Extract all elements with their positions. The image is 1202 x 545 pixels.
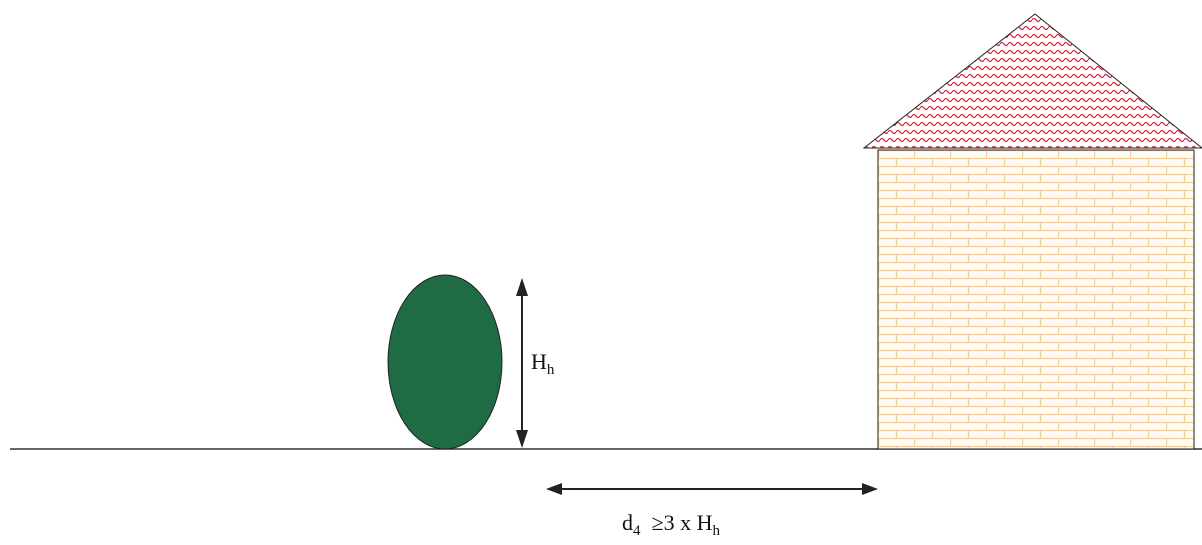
hedge-height-symbol: H [531,349,547,374]
distance-arrow-left [546,483,562,495]
distance-arrow-right [862,483,878,495]
distance-relation: ≥3 x H [651,510,713,535]
hedge-height-arrow-top [516,278,528,296]
hedge-height-arrow-bottom [516,430,528,448]
hedge-height-label: Hh [531,349,554,379]
distance-h-subscript: h [712,523,720,539]
house-roof [862,13,1202,149]
distance-label: d4 ≥3 x Hh [622,510,720,540]
hedge-height-subscript: h [546,362,555,378]
house-wall [877,149,1195,450]
distance-subscript: 4 [633,523,641,539]
hedge-shape [387,274,503,450]
distance-symbol: d [622,510,633,535]
